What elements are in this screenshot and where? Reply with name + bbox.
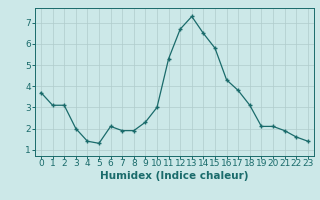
X-axis label: Humidex (Indice chaleur): Humidex (Indice chaleur) [100,171,249,181]
